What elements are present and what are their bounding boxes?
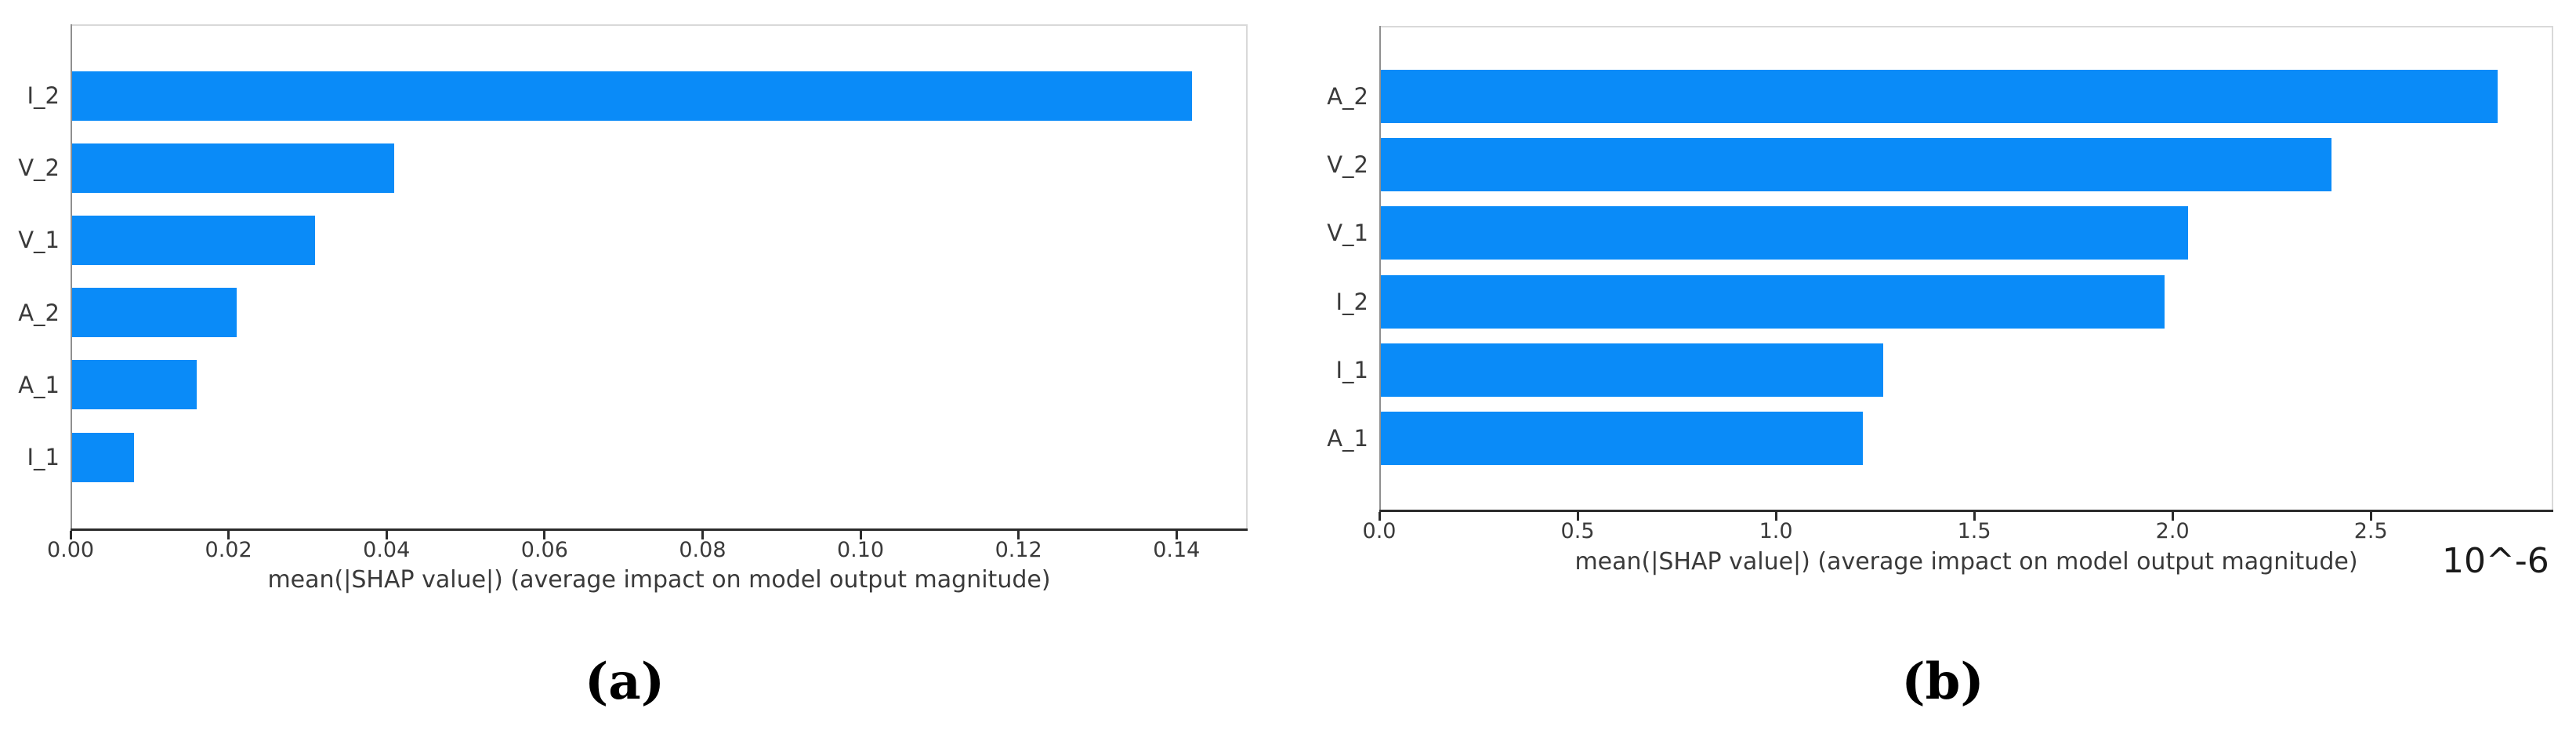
x-tick-label: 0.02: [205, 538, 252, 562]
x-tick-mark: [1576, 512, 1579, 521]
bar-A_1: [71, 360, 197, 410]
x-tick-mark: [385, 531, 388, 539]
x-tick-label: 0.5: [1560, 519, 1595, 543]
x-tick-label: 0.14: [1153, 538, 1201, 562]
x-tick-label: 1.0: [1759, 519, 1793, 543]
plot-spine-right: [2552, 26, 2553, 512]
bar-A_2: [1379, 70, 2498, 123]
y-axis-label-A_1: A_1: [18, 371, 60, 398]
plot-spine-top: [1379, 26, 2553, 27]
x-tick-mark: [2171, 512, 2174, 521]
x-tick-mark: [701, 531, 704, 539]
x-tick-mark: [859, 531, 862, 539]
x-tick-label: 0.06: [520, 538, 568, 562]
bar-I_1: [71, 432, 134, 482]
x-tick-label: 0.04: [363, 538, 411, 562]
bar-V_2: [71, 143, 394, 193]
subfigure-caption-b: (b): [1901, 652, 1984, 711]
bar-A_1: [1379, 412, 1863, 465]
x-tick-mark: [227, 531, 230, 539]
y-axis-label-V_1: V_1: [1327, 220, 1368, 247]
bar-I_2: [71, 71, 1192, 121]
plot-spine-right: [1246, 24, 1248, 531]
x-tick-mark: [1175, 531, 1178, 539]
plot-spine-left: [1379, 26, 1381, 512]
x-tick-label: 0.0: [1362, 519, 1397, 543]
y-axis-label-V_2: V_2: [1327, 151, 1368, 179]
x-tick-mark: [1774, 512, 1777, 521]
bar-V_2: [1379, 138, 2331, 192]
y-axis-label-V_1: V_1: [18, 227, 60, 254]
plot-area-chart-b: A_2 V_2 V_1 I_2 I_1 A_1 0.0 0.5 1.0 1.5 2.0 2.5: [1327, 26, 2553, 543]
x-tick-mark: [1973, 512, 1976, 521]
x-tick-label: 0.00: [46, 538, 95, 562]
x-tick-mark: [69, 531, 72, 539]
x-tick-mark: [1017, 531, 1020, 539]
x-tick-label: 1.5: [1957, 519, 1991, 543]
bar-V_1: [1379, 206, 2188, 260]
y-axis-label-I_1: I_1: [1335, 356, 1368, 383]
y-axis-label-A_1: A_1: [1327, 425, 1368, 452]
x-tick-mark: [2369, 512, 2372, 521]
y-axis-label-A_2: A_2: [18, 299, 60, 326]
y-axis-label-I_1: I_1: [27, 444, 60, 470]
bar-I_2: [1379, 274, 2165, 329]
plot-spine-left: [71, 24, 72, 531]
x-tick-label: 0.12: [995, 538, 1042, 562]
plot-area-chart-a: I_2 V_2 V_1 A_2 A_1 I_1 0.00 0.02 0.04 0.06 0.08 0.…: [18, 24, 1248, 562]
plot-spine-top: [71, 24, 1248, 26]
plot-spine-bottom: [1379, 510, 2553, 512]
x-tick-label: 2.0: [2155, 519, 2190, 543]
y-axis-label-I_2: I_2: [1335, 288, 1368, 315]
x-axis-label-chart-b: mean(|SHAP value|) (average impact on mo…: [1574, 548, 2358, 576]
x-tick-label: 2.5: [2353, 519, 2388, 543]
x-tick-mark: [1378, 512, 1381, 521]
bar-V_1: [71, 215, 315, 265]
subfigure-caption-a: (a): [584, 652, 665, 711]
plot-spine-bottom: [71, 528, 1248, 531]
bar-A_2: [71, 288, 237, 338]
x-tick-label: 0.10: [836, 538, 885, 562]
x-tick-mark: [543, 531, 546, 539]
x-axis-label-chart-a: mean(|SHAP value|) (average impact on mo…: [267, 566, 1051, 594]
y-axis-label-V_2: V_2: [18, 154, 60, 182]
y-axis-label-A_2: A_2: [1327, 83, 1368, 110]
bar-I_1: [1379, 343, 1883, 397]
x-tick-label: 0.08: [679, 538, 726, 562]
y-axis-label-I_2: I_2: [27, 82, 60, 109]
axis-scale-multiplier-note: 10^-6: [2442, 541, 2549, 581]
